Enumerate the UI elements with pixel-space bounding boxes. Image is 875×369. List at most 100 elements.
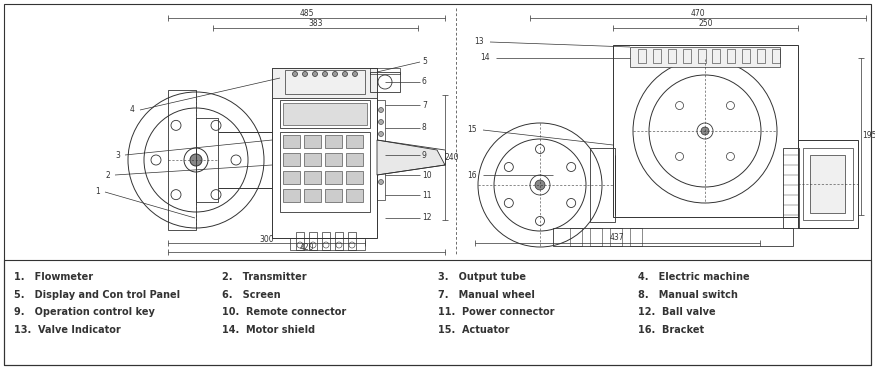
Bar: [346, 135, 363, 148]
Bar: [668, 49, 676, 63]
Bar: [304, 171, 321, 184]
Bar: [377, 100, 385, 200]
Bar: [772, 49, 780, 63]
Bar: [610, 228, 622, 246]
Bar: [638, 49, 646, 63]
Text: 6: 6: [422, 77, 427, 86]
Bar: [613, 45, 798, 217]
Bar: [346, 153, 363, 166]
Text: 383: 383: [308, 20, 323, 28]
Circle shape: [332, 72, 338, 76]
Circle shape: [379, 179, 383, 184]
Text: 4: 4: [130, 106, 135, 114]
Polygon shape: [377, 140, 445, 175]
Circle shape: [379, 155, 383, 161]
Text: 7.   Manual wheel: 7. Manual wheel: [438, 290, 535, 300]
Circle shape: [292, 72, 298, 76]
Text: 485: 485: [299, 10, 314, 18]
Circle shape: [312, 72, 318, 76]
Text: 10: 10: [422, 170, 431, 179]
Bar: [570, 228, 582, 246]
Bar: [590, 228, 602, 246]
Bar: [283, 103, 367, 125]
Circle shape: [303, 72, 307, 76]
Text: 5.   Display and Con trol Panel: 5. Display and Con trol Panel: [14, 290, 180, 300]
Bar: [346, 171, 363, 184]
Bar: [742, 49, 750, 63]
Bar: [803, 148, 853, 220]
Text: 11.  Power connector: 11. Power connector: [438, 307, 555, 317]
Text: 16: 16: [467, 170, 477, 179]
Bar: [553, 228, 793, 246]
Text: 12: 12: [422, 214, 431, 223]
Text: 6.   Screen: 6. Screen: [222, 290, 281, 300]
Text: 1: 1: [95, 187, 100, 197]
Circle shape: [379, 144, 383, 148]
Circle shape: [379, 131, 383, 137]
Text: 8: 8: [422, 124, 427, 132]
Bar: [272, 68, 377, 238]
Bar: [346, 189, 363, 202]
Bar: [727, 49, 735, 63]
Bar: [697, 49, 705, 63]
Text: 9.   Operation control key: 9. Operation control key: [14, 307, 155, 317]
Circle shape: [323, 72, 327, 76]
Bar: [757, 49, 765, 63]
Bar: [272, 68, 377, 98]
Text: 15.  Actuator: 15. Actuator: [438, 325, 509, 335]
Bar: [325, 189, 342, 202]
Text: 300: 300: [259, 235, 274, 244]
Bar: [370, 72, 400, 92]
Bar: [280, 100, 370, 128]
Text: 250: 250: [698, 20, 713, 28]
Circle shape: [190, 154, 202, 166]
Bar: [280, 132, 370, 212]
Text: 5: 5: [422, 58, 427, 66]
Text: 2: 2: [105, 170, 110, 179]
Bar: [682, 49, 690, 63]
Text: 1.   Flowmeter: 1. Flowmeter: [14, 272, 93, 282]
Bar: [283, 135, 300, 148]
Text: 195: 195: [862, 131, 875, 141]
Bar: [335, 232, 343, 250]
Text: 12.  Ball valve: 12. Ball valve: [638, 307, 716, 317]
Bar: [196, 118, 218, 202]
Text: 15: 15: [467, 125, 477, 134]
Circle shape: [379, 107, 383, 113]
Text: 9: 9: [422, 151, 427, 159]
Bar: [4, 260, 871, 365]
Circle shape: [701, 127, 709, 135]
Bar: [304, 189, 321, 202]
Text: 240: 240: [444, 152, 459, 162]
Bar: [290, 238, 365, 250]
Bar: [325, 135, 342, 148]
Circle shape: [379, 168, 383, 172]
Bar: [304, 153, 321, 166]
Bar: [798, 140, 858, 228]
Text: 10.  Remote connector: 10. Remote connector: [222, 307, 346, 317]
Circle shape: [353, 72, 358, 76]
Bar: [325, 153, 342, 166]
Bar: [590, 148, 615, 222]
Text: 13.  Valve Indicator: 13. Valve Indicator: [14, 325, 121, 335]
Text: 2.   Transmitter: 2. Transmitter: [222, 272, 306, 282]
Bar: [168, 90, 196, 230]
Text: 470: 470: [690, 10, 705, 18]
Text: 437: 437: [610, 234, 625, 242]
Text: 3.   Output tube: 3. Output tube: [438, 272, 526, 282]
Bar: [653, 49, 661, 63]
Bar: [322, 232, 330, 250]
Bar: [783, 148, 799, 228]
Text: 8.   Manual switch: 8. Manual switch: [638, 290, 738, 300]
Bar: [712, 49, 720, 63]
Bar: [325, 171, 342, 184]
Circle shape: [342, 72, 347, 76]
Text: 14.  Motor shield: 14. Motor shield: [222, 325, 315, 335]
Text: 14: 14: [480, 54, 490, 62]
Bar: [810, 155, 845, 213]
Text: 13: 13: [474, 38, 484, 46]
Bar: [370, 68, 400, 74]
Text: 3: 3: [116, 151, 120, 159]
Text: 16.  Bracket: 16. Bracket: [638, 325, 704, 335]
Text: 420: 420: [299, 244, 314, 252]
